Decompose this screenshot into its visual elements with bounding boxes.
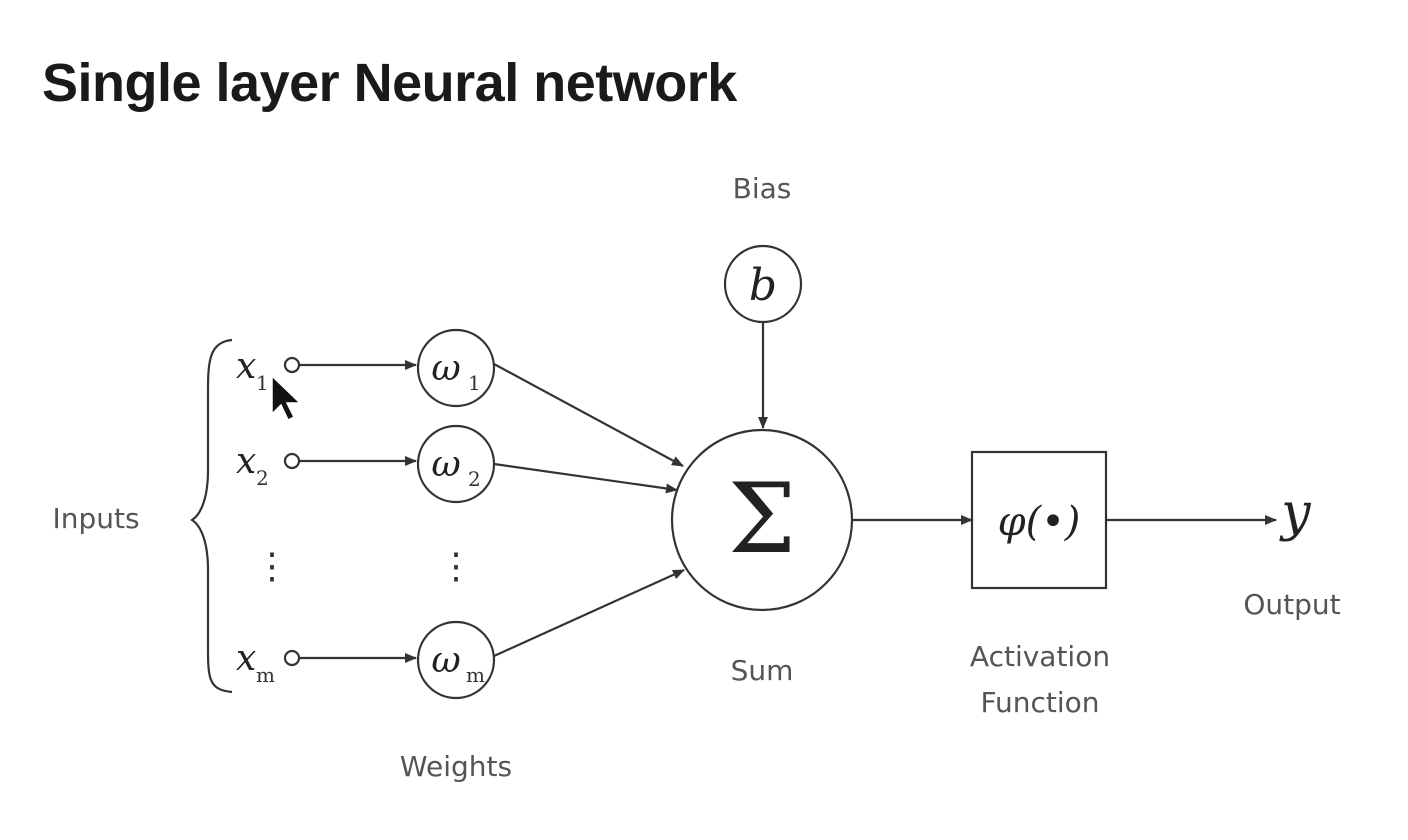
mouse-cursor-icon (271, 374, 302, 422)
output-label: Output (1243, 588, 1340, 621)
input-xm-port (283, 649, 301, 667)
sum-symbol: Σ (728, 463, 796, 575)
output-symbol: y (1279, 483, 1311, 543)
input-xm-subscript: m (256, 663, 275, 687)
input-x1-symbol: x (236, 346, 256, 387)
page-title: Single layer Neural network (42, 53, 737, 113)
weights-ellipsis: ⋮ (438, 546, 474, 587)
weight-w2-subscript: 2 (468, 467, 481, 491)
input-x2-subscript: 2 (256, 466, 269, 490)
inputs-brace (189, 338, 233, 694)
input-x1-port (283, 356, 301, 374)
wm-to-sum-arrow (493, 568, 685, 658)
activation-box (970, 450, 1108, 590)
input-x2-symbol: x (236, 441, 256, 482)
weight-w1-subscript: 1 (468, 371, 481, 395)
input-xm-symbol: x (236, 638, 256, 679)
input-x2-port (283, 452, 301, 470)
inputs-label: Inputs (52, 502, 139, 535)
weight-w1-symbol: ω (431, 348, 460, 389)
weight-w1-node (416, 328, 496, 408)
weights-label: Weights (400, 750, 512, 783)
w1-to-sum-arrow (493, 363, 684, 467)
activation-label-line1: Activation (970, 640, 1110, 673)
bias-label: Bias (733, 172, 792, 205)
weight-wm-node (416, 620, 496, 700)
inputs-ellipsis: ⋮ (254, 546, 290, 587)
weight-w2-symbol: ω (431, 444, 460, 485)
w2-to-sum-arrow (493, 462, 678, 494)
weight-wm-subscript: m (466, 663, 485, 687)
sum-label: Sum (731, 654, 794, 687)
input-x1-subscript: 1 (256, 371, 269, 395)
activation-label-line2: Function (980, 686, 1099, 719)
weight-wm-symbol: ω (431, 640, 460, 681)
activation-symbol: φ(•) (998, 499, 1081, 545)
bias-symbol: b (749, 260, 777, 311)
